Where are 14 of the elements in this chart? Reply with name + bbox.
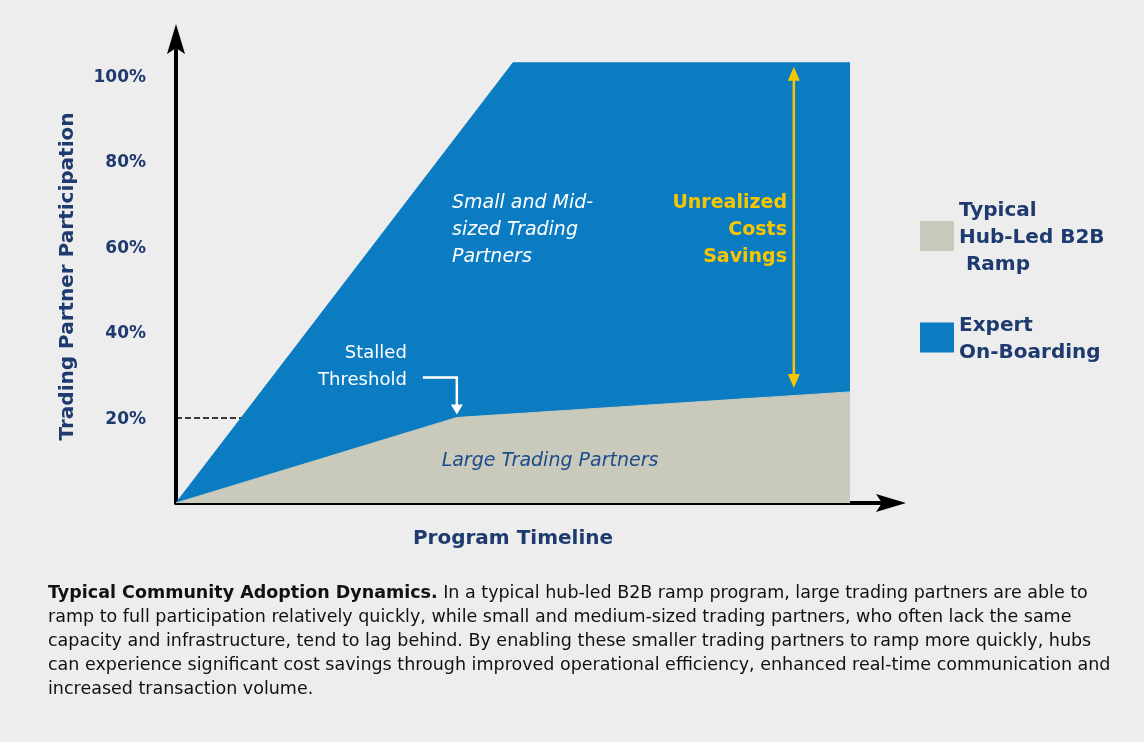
text: Typical Community Adoption Dynamics. (48, 582, 438, 602)
y-axis-title: Trading Partner Participation (54, 112, 78, 441)
y-tick-label: 40% (105, 322, 146, 343)
annotation: Large Trading Partners (440, 447, 660, 472)
legend-label: Expert On-Boarding (959, 312, 1101, 363)
y-tick-label: 20% (105, 407, 146, 428)
legend-label: Typical Hub-Led B2B Ramp (959, 197, 1105, 275)
y-tick-label: 80% (105, 151, 146, 172)
annotation: Small and Mid-sized Trading Partners (452, 189, 595, 268)
ref-line-label: Stalled Threshold (317, 339, 407, 391)
x-axis-title: Program Timeline (412, 525, 614, 549)
annotation: Unrealized Costs Savings (672, 189, 787, 268)
y-tick-label: 100% (93, 65, 146, 86)
y-tick-label: 60% (105, 236, 146, 257)
